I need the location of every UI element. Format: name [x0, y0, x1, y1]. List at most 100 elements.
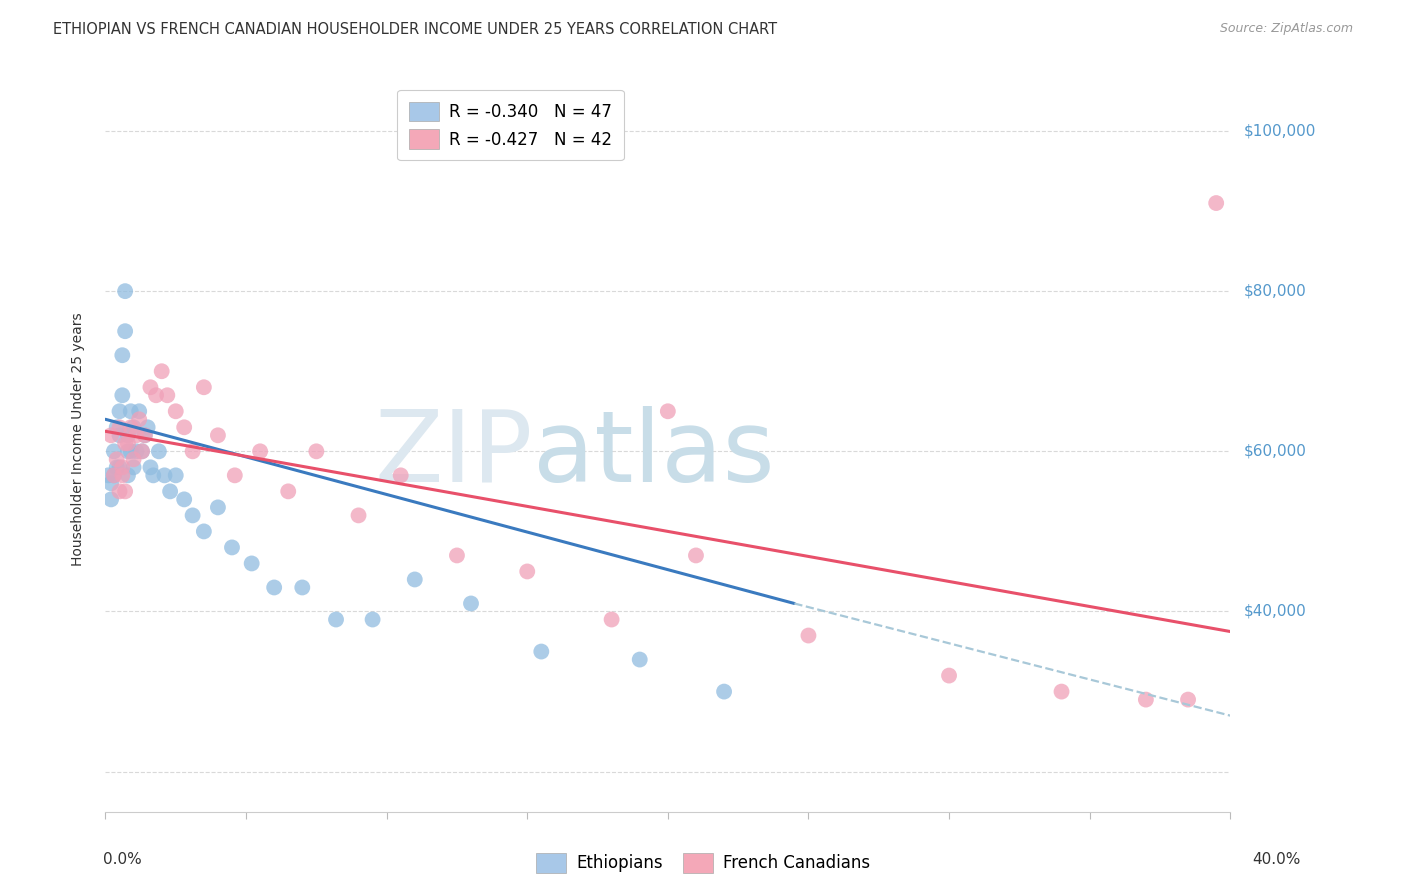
Point [460, 597, 482, 611]
Point [105, 452, 128, 467]
Point [100, 476, 122, 491]
Point [181, 508, 204, 523]
Point [221, 541, 243, 555]
Point [173, 420, 195, 434]
Text: $40,000: $40,000 [1244, 604, 1308, 619]
Point [139, 460, 162, 475]
Point [1177, 692, 1199, 706]
Point [240, 557, 263, 571]
Point [128, 404, 150, 418]
Point [938, 668, 960, 682]
Point [657, 404, 679, 418]
Point [114, 284, 136, 298]
Point [120, 420, 142, 434]
Point [114, 324, 136, 338]
Point [114, 484, 136, 499]
Point [114, 436, 136, 450]
Point [105, 460, 128, 475]
Point [108, 460, 131, 475]
Point [100, 492, 122, 507]
Point [1050, 684, 1073, 698]
Point [277, 484, 299, 499]
Point [111, 460, 134, 475]
Point [108, 420, 131, 434]
Point [347, 508, 370, 523]
Point [165, 404, 187, 418]
Point [103, 468, 125, 483]
Point [108, 484, 131, 499]
Point [111, 388, 134, 402]
Point [797, 628, 820, 642]
Point [134, 428, 156, 442]
Point [685, 549, 707, 563]
Point [117, 444, 139, 458]
Point [111, 348, 134, 362]
Point [193, 524, 215, 539]
Point [156, 388, 179, 402]
Point [1135, 692, 1157, 706]
Point [291, 581, 314, 595]
Text: atlas: atlas [533, 406, 775, 503]
Point [325, 613, 347, 627]
Point [404, 573, 426, 587]
Point [446, 549, 468, 563]
Point [103, 468, 125, 483]
Point [207, 500, 229, 515]
Point [193, 380, 215, 394]
Text: ETHIOPIAN VS FRENCH CANADIAN HOUSEHOLDER INCOME UNDER 25 YEARS CORRELATION CHART: ETHIOPIAN VS FRENCH CANADIAN HOUSEHOLDER… [53, 22, 778, 37]
Point [134, 428, 156, 442]
Point [103, 444, 125, 458]
Point [108, 404, 131, 418]
Point [173, 492, 195, 507]
Text: 0.0%: 0.0% [103, 852, 142, 867]
Point [150, 364, 173, 378]
Legend: Ethiopians, French Canadians: Ethiopians, French Canadians [530, 847, 876, 880]
Point [105, 420, 128, 434]
Y-axis label: Householder Income Under 25 years: Householder Income Under 25 years [70, 312, 84, 566]
Point [128, 412, 150, 426]
Point [389, 468, 412, 483]
Point [100, 428, 122, 442]
Point [117, 428, 139, 442]
Text: ZIP: ZIP [374, 406, 533, 503]
Point [628, 652, 651, 666]
Point [131, 444, 153, 458]
Point [516, 565, 538, 579]
Text: 40.0%: 40.0% [1253, 852, 1301, 867]
Legend: R = -0.340   N = 47, R = -0.427   N = 42: R = -0.340 N = 47, R = -0.427 N = 42 [398, 90, 623, 161]
Point [120, 444, 142, 458]
Point [153, 468, 176, 483]
Point [713, 684, 735, 698]
Point [125, 444, 148, 458]
Point [159, 484, 181, 499]
Point [131, 444, 153, 458]
Point [122, 460, 145, 475]
Point [249, 444, 271, 458]
Text: $60,000: $60,000 [1244, 444, 1308, 458]
Point [148, 444, 170, 458]
Point [122, 452, 145, 467]
Point [165, 468, 187, 483]
Point [1205, 196, 1227, 211]
Point [122, 420, 145, 434]
Text: $100,000: $100,000 [1244, 123, 1316, 138]
Point [111, 468, 134, 483]
Point [117, 468, 139, 483]
Point [530, 644, 553, 658]
Point [224, 468, 246, 483]
Point [181, 444, 204, 458]
Point [142, 468, 165, 483]
Point [145, 388, 167, 402]
Point [125, 428, 148, 442]
Point [361, 613, 384, 627]
Text: Source: ZipAtlas.com: Source: ZipAtlas.com [1219, 22, 1353, 36]
Point [136, 420, 159, 434]
Point [207, 428, 229, 442]
Point [139, 380, 162, 394]
Point [117, 436, 139, 450]
Point [108, 428, 131, 442]
Point [305, 444, 328, 458]
Point [120, 404, 142, 418]
Point [600, 613, 623, 627]
Point [97, 468, 120, 483]
